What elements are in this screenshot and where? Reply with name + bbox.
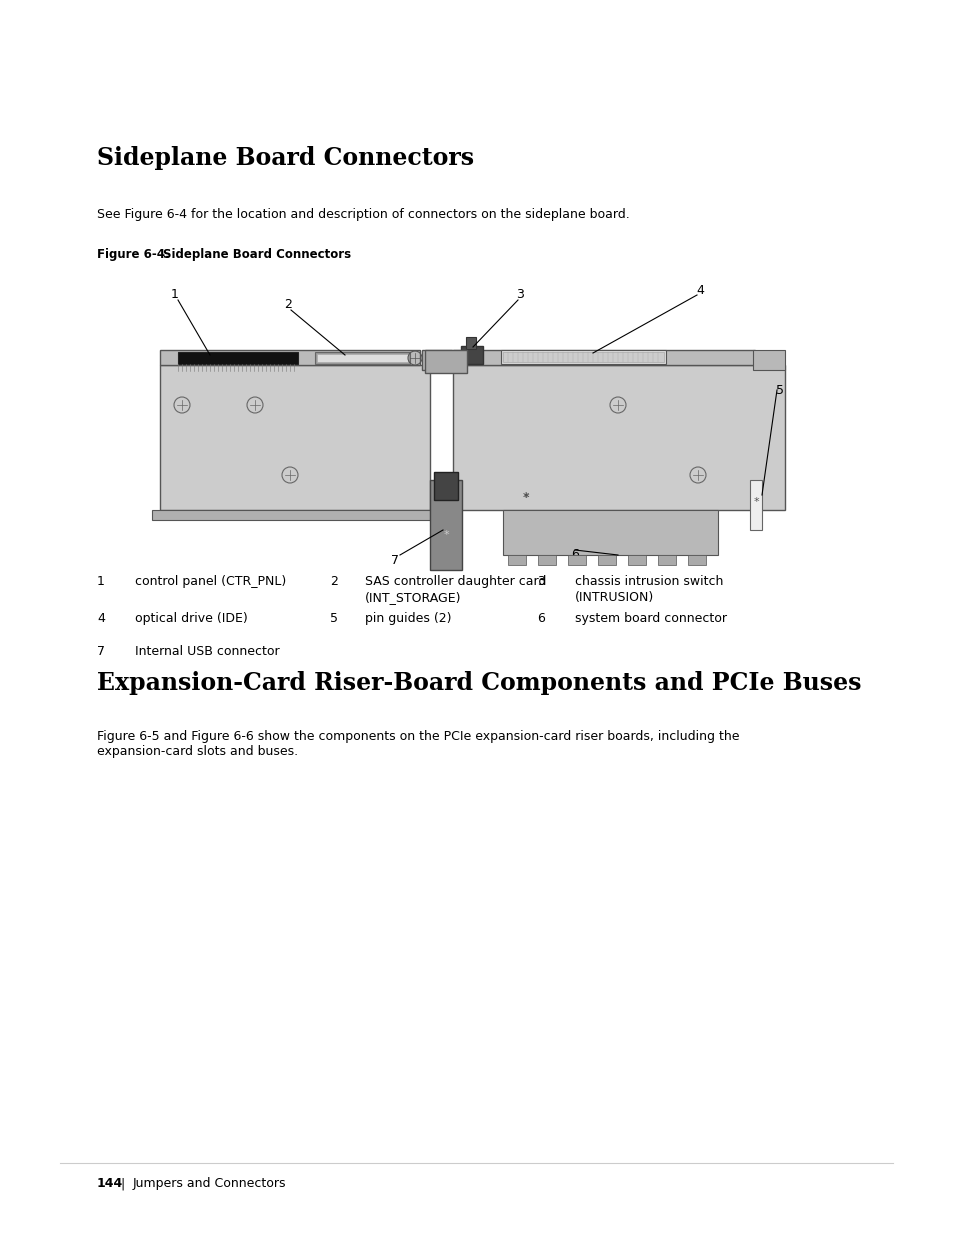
Bar <box>424 350 467 373</box>
Bar <box>430 480 461 571</box>
Text: *: * <box>753 496 758 508</box>
Text: 2: 2 <box>284 299 292 311</box>
Text: 6: 6 <box>571 548 578 562</box>
Text: 7: 7 <box>97 645 105 658</box>
Bar <box>460 346 482 364</box>
Text: 3: 3 <box>537 576 544 588</box>
Text: SAS controller daughter card: SAS controller daughter card <box>365 576 546 588</box>
Text: 4: 4 <box>97 613 105 625</box>
Bar <box>160 366 430 510</box>
Bar <box>507 555 525 564</box>
Text: Jumpers and Connectors: Jumpers and Connectors <box>132 1177 286 1191</box>
Bar <box>502 352 663 362</box>
Bar <box>627 555 645 564</box>
Text: *: * <box>443 530 448 540</box>
Text: See Figure 6-4 for the location and description of connectors on the sideplane b: See Figure 6-4 for the location and desc… <box>97 207 629 221</box>
Text: 144: 144 <box>97 1177 123 1191</box>
Bar <box>434 472 457 500</box>
Text: (INTRUSION): (INTRUSION) <box>575 592 654 604</box>
Bar <box>537 555 556 564</box>
Bar <box>421 350 452 370</box>
Bar <box>567 555 585 564</box>
Text: Sideplane Board Connectors: Sideplane Board Connectors <box>163 248 351 261</box>
Bar <box>160 350 419 366</box>
Bar <box>152 510 430 520</box>
Bar <box>178 352 297 364</box>
Text: 5: 5 <box>330 613 337 625</box>
Text: |: | <box>120 1177 124 1191</box>
Bar <box>453 350 754 366</box>
Text: chassis intrusion switch: chassis intrusion switch <box>575 576 722 588</box>
Text: system board connector: system board connector <box>575 613 726 625</box>
Bar <box>314 352 410 364</box>
Text: control panel (CTR_PNL): control panel (CTR_PNL) <box>135 576 286 588</box>
Bar <box>453 366 784 510</box>
Bar <box>752 350 784 370</box>
Bar <box>500 350 665 364</box>
Text: 4: 4 <box>696 284 703 296</box>
Text: *: * <box>522 492 529 505</box>
Text: optical drive (IDE): optical drive (IDE) <box>135 613 248 625</box>
Text: 3: 3 <box>516 289 523 301</box>
Text: 7: 7 <box>391 553 398 567</box>
Text: 1: 1 <box>171 289 179 301</box>
Bar <box>658 555 676 564</box>
Text: 6: 6 <box>537 613 544 625</box>
Text: 2: 2 <box>330 576 337 588</box>
Text: pin guides (2): pin guides (2) <box>365 613 451 625</box>
Text: 5: 5 <box>775 384 783 396</box>
Text: Sideplane Board Connectors: Sideplane Board Connectors <box>97 146 474 170</box>
Bar <box>465 337 476 350</box>
Bar <box>687 555 705 564</box>
Text: Expansion-Card Riser-Board Components and PCIe Buses: Expansion-Card Riser-Board Components an… <box>97 671 861 695</box>
Text: *: * <box>522 493 528 503</box>
Text: Internal USB connector: Internal USB connector <box>135 645 279 658</box>
Text: Figure 6-4.: Figure 6-4. <box>97 248 170 261</box>
Bar <box>749 480 761 530</box>
Bar <box>316 354 408 362</box>
Text: Figure 6-5 and Figure 6-6 show the components on the PCIe expansion-card riser b: Figure 6-5 and Figure 6-6 show the compo… <box>97 730 739 758</box>
Bar <box>598 555 616 564</box>
Bar <box>502 510 718 555</box>
Text: 1: 1 <box>97 576 105 588</box>
Text: (INT_STORAGE): (INT_STORAGE) <box>365 592 461 604</box>
